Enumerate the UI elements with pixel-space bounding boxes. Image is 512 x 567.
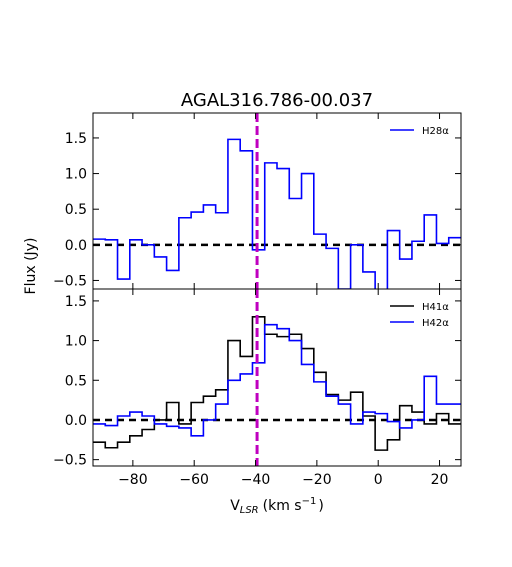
x-tick-label: −80 [118, 472, 148, 488]
legend-label: H28α [422, 126, 449, 137]
panel-frame [92, 112, 462, 290]
x-axis-label-sub: LSR [240, 505, 259, 516]
y-tick-label: 1.0 [65, 334, 87, 350]
y-tick-label: 0.5 [65, 373, 87, 389]
x-tick-label: −60 [179, 472, 209, 488]
series-h28alpha-line [93, 138, 461, 289]
x-axis-label-exp: −1 [302, 496, 317, 507]
panels-group: −0.50.00.51.01.5 H28α−0.50.00.51.01.5−80−… [53, 112, 462, 488]
panel-1: −0.5 0.0 0.5 1.0 1.5 H28α [53, 112, 462, 290]
y-tick-label: 1.0 [65, 167, 87, 183]
x-axis-label-close: ) [318, 498, 323, 514]
y-axis-label: Flux (Jy) [23, 238, 39, 295]
legend-label: H41α [422, 302, 449, 313]
x-tick-label: −40 [241, 472, 271, 488]
panel-2: −0.5 0.0 0.5 1.0 1.5 −80 −60 −40 −20 0 20 H41α H42α [53, 288, 462, 488]
series-h42alpha-line [93, 323, 461, 437]
panel-frame [92, 288, 462, 467]
x-tick-label: −20 [302, 472, 332, 488]
y-tick-label: 1.5 [65, 294, 87, 310]
y-tick-label: 0.0 [65, 238, 87, 254]
chart-title: AGAL316.786-00.037 [181, 90, 373, 111]
series-h41alpha-line [93, 315, 461, 451]
y-tick-label: −0.5 [53, 273, 87, 289]
legend-label: H42α [422, 318, 449, 329]
x-axis-label-main: V [230, 498, 240, 514]
x-axis-label-unit: (km s [263, 498, 302, 514]
y-tick-label: 0.5 [65, 202, 87, 218]
x-tick-label: 20 [431, 472, 449, 488]
y-tick-label: 0.0 [65, 413, 87, 429]
y-tick-label: 1.5 [65, 131, 87, 147]
x-tick-label: 0 [374, 472, 383, 488]
x-axis-label: VLSR (km s−1) [230, 496, 324, 516]
y-tick-label: −0.5 [53, 453, 87, 469]
